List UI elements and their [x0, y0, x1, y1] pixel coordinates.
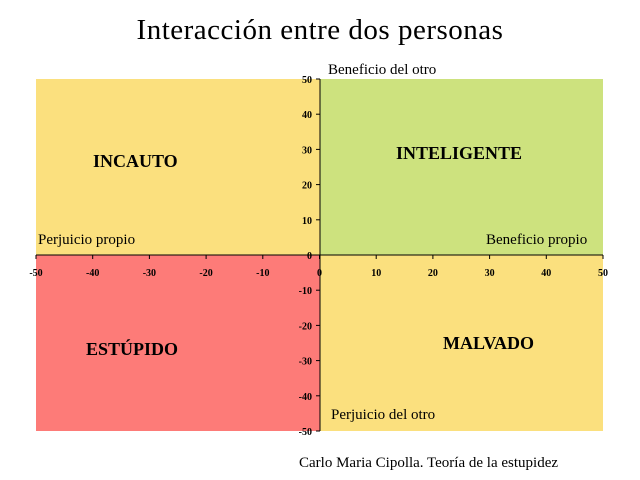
y-tick-label: 50 — [302, 75, 312, 86]
quadrant-incauto — [36, 79, 320, 255]
y-negative-axis-label: Perjuicio del otro — [331, 407, 436, 423]
y-tick-label: 30 — [302, 145, 312, 156]
quadrant-label-incauto: INCAUTO — [93, 151, 178, 171]
source-credit: Carlo Maria Cipolla. Teoría de la estupi… — [299, 455, 559, 471]
quadrant-label-estupido: ESTÚPIDO — [86, 339, 179, 359]
y-tick-label: -10 — [299, 286, 312, 297]
quadrant-label-malvado: MALVADO — [443, 333, 535, 353]
x-tick-label: -10 — [256, 268, 269, 279]
y-tick-label: -40 — [299, 392, 312, 403]
x-negative-axis-label: Perjuicio propio — [38, 232, 136, 248]
x-tick-label: 30 — [485, 268, 495, 279]
x-axis-ticks: -50 -40 -30 -20 -10 0 10 20 30 40 50 — [29, 255, 608, 279]
x-tick-label: 20 — [428, 268, 438, 279]
y-tick-label: 40 — [302, 110, 312, 121]
y-tick-label: -50 — [299, 427, 312, 438]
x-tick-label: 10 — [371, 268, 381, 279]
y-axis-ticks: 50 40 30 20 10 0 -10 -20 -30 -40 -50 — [299, 75, 320, 438]
y-tick-label: 0 — [307, 251, 312, 262]
x-tick-label: -20 — [199, 268, 212, 279]
quadrant-malvado — [320, 255, 603, 431]
y-tick-label: -20 — [299, 321, 312, 332]
x-tick-label: 40 — [541, 268, 551, 279]
quadrant-inteligente — [320, 79, 603, 255]
quadrant-estupido — [36, 255, 320, 431]
y-tick-label: -30 — [299, 357, 312, 368]
x-tick-label: -40 — [86, 268, 99, 279]
x-tick-label: -30 — [143, 268, 156, 279]
x-tick-label: -50 — [29, 268, 42, 279]
diagram-title: Interacción entre dos personas — [136, 14, 504, 46]
x-tick-label: 50 — [598, 268, 608, 279]
y-positive-axis-label: Beneficio del otro — [328, 62, 437, 78]
x-tick-label: 0 — [317, 268, 322, 279]
y-tick-label: 20 — [302, 181, 312, 192]
x-positive-axis-label: Beneficio propio — [486, 232, 588, 248]
quadrant-label-inteligente: INTELIGENTE — [396, 143, 523, 163]
y-tick-label: 10 — [302, 216, 312, 227]
